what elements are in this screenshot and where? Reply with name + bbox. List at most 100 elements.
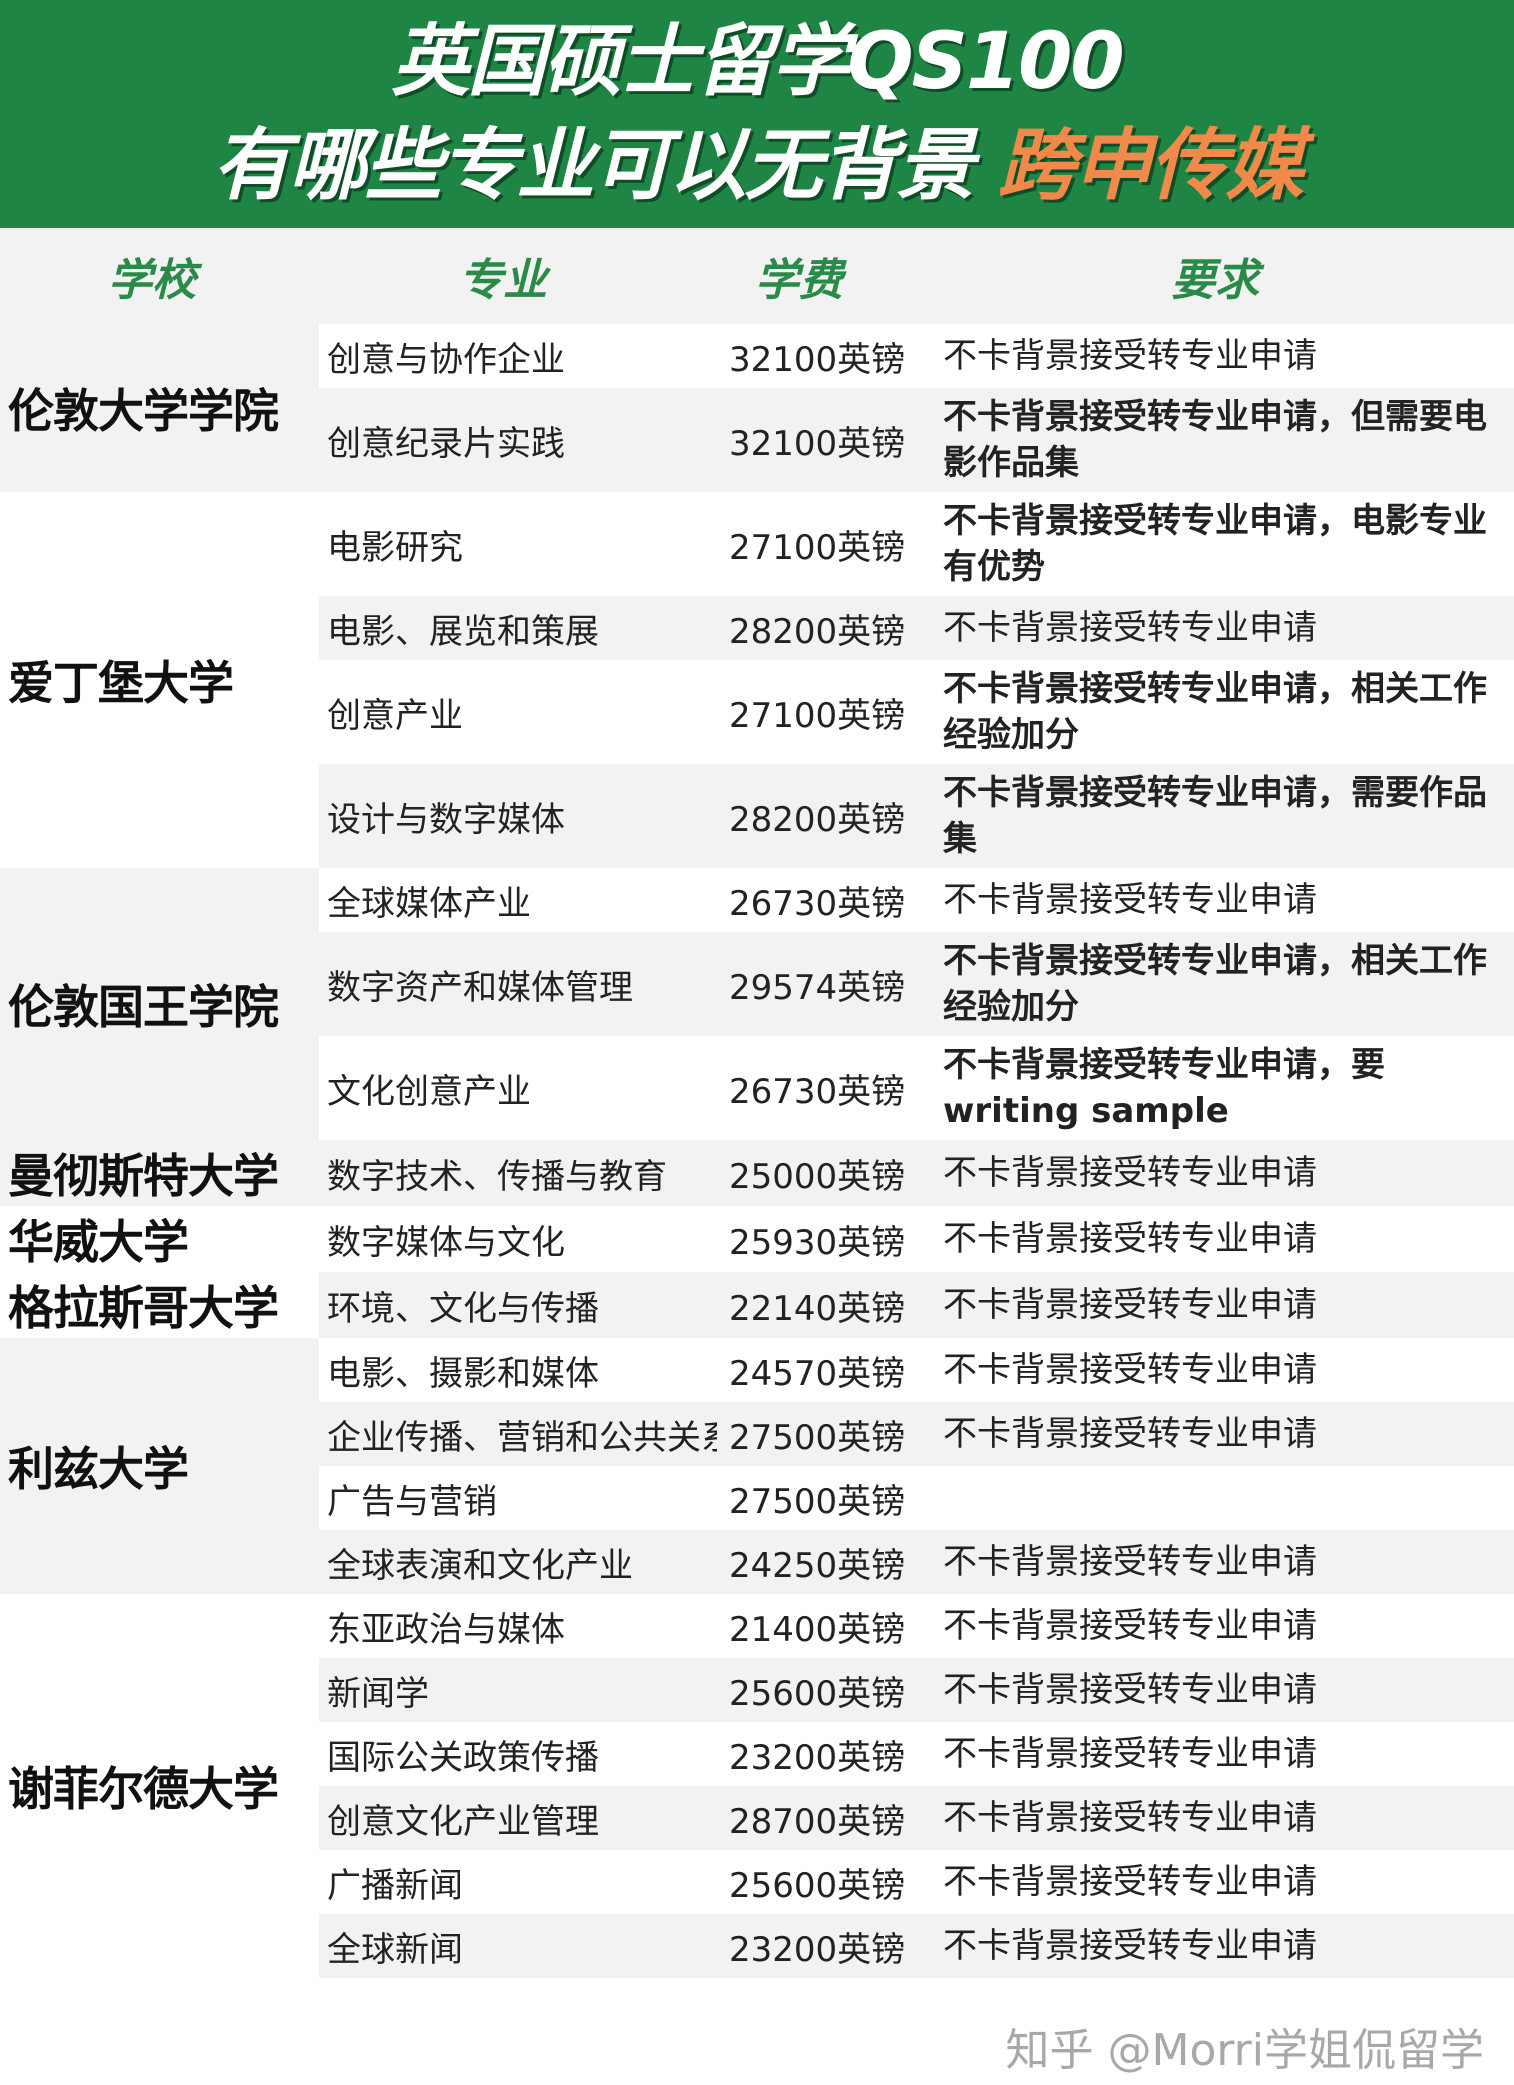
fee-cell: 27500英镑 [717,1402,931,1466]
table-row: 数字资产和媒体管理 29574英镑 不卡背景接受转专业申请，相关工作经验加分 [0,932,1514,1036]
fee-cell: 26730英镑 [717,1036,931,1140]
header-school: 学校 [0,228,319,324]
requirement-cell: 不卡背景接受转专业申请 [931,1530,1514,1594]
requirement-cell: 不卡背景接受转专业申请 [931,596,1514,660]
requirement-cell: 不卡背景接受转专业申请 [931,1140,1514,1206]
school-name: 谢菲尔德大学 [0,1594,319,1978]
major-cell: 广播新闻 [319,1850,717,1914]
fee-cell: 27100英镑 [717,660,931,764]
requirement-cell: 不卡背景接受转专业申请 [931,1914,1514,1978]
table-row: 广告与营销 27500英镑 [0,1466,1514,1530]
major-cell: 新闻学 [319,1658,717,1722]
fee-cell: 24250英镑 [717,1530,931,1594]
requirement-cell: 不卡背景接受转专业申请 [931,1786,1514,1850]
major-cell: 数字媒体与文化 [319,1206,717,1272]
fee-cell: 28700英镑 [717,1786,931,1850]
fee-cell: 27500英镑 [717,1466,931,1530]
table-row: 爱丁堡大学 电影研究 27100英镑 不卡背景接受转专业申请，电影专业有优势 [0,492,1514,868]
table-row: 利兹大学 电影、摄影和媒体 24570英镑 不卡背景接受转专业申请 [0,1338,1514,1594]
major-cell: 文化创意产业 [319,1036,717,1140]
major-cell: 东亚政治与媒体 [319,1594,717,1658]
fee-cell: 25600英镑 [717,1850,931,1914]
major-cell: 电影研究 [319,492,717,596]
school-name: 曼彻斯特大学 [0,1140,319,1206]
requirement-cell: 不卡背景接受转专业申请，需要作品集 [931,764,1514,868]
table-row: 华威大学 数字媒体与文化 25930英镑 不卡背景接受转专业申请 [0,1206,1514,1272]
school-name: 华威大学 [0,1206,319,1272]
table-row: 企业传播、营销和公共关系 27500英镑 不卡背景接受转专业申请 [0,1402,1514,1466]
requirement-cell: 不卡背景接受转专业申请，但需要电影作品集 [931,388,1514,492]
watermark: 知乎 @Morri学姐侃留学 [0,2017,1514,2085]
major-cell: 设计与数字媒体 [319,764,717,868]
school-name: 伦敦大学学院 [0,324,319,492]
major-cell: 全球新闻 [319,1914,717,1978]
requirement-cell: 不卡背景接受转专业申请 [931,1338,1514,1402]
programs-table: 学校 专业 学费 要求 伦敦大学学院 创意与协作企业 32100英镑 不卡背景接受转专… [0,228,1514,1978]
fee-cell: 25930英镑 [717,1206,931,1272]
header-fee: 学费 [717,228,931,324]
school-name: 爱丁堡大学 [0,492,319,868]
table-row: 伦敦大学学院 创意与协作企业 32100英镑 不卡背景接受转专业申请 [0,324,1514,492]
fee-cell: 22140英镑 [717,1272,931,1338]
table-row: 设计与数字媒体 28200英镑 不卡背景接受转专业申请，需要作品集 [0,764,1514,868]
requirement-cell: 不卡背景接受转专业申请，电影专业有优势 [931,492,1514,596]
requirement-cell: 不卡背景接受转专业申请，相关工作经验加分 [931,660,1514,764]
requirement-cell: 不卡背景接受转专业申请，要 writing sample [931,1036,1514,1140]
fee-cell: 28200英镑 [717,764,931,868]
table-row: 创意纪录片实践 32100英镑 不卡背景接受转专业申请，但需要电影作品集 [0,388,1514,492]
school-name: 伦敦国王学院 [0,868,319,1140]
major-cell: 电影、展览和策展 [319,596,717,660]
requirement-cell: 不卡背景接受转专业申请，相关工作经验加分 [931,932,1514,1036]
fee-cell: 28200英镑 [717,596,931,660]
title-line-2: 有哪些专业可以无背景 跨申传媒 [212,114,1304,218]
major-cell: 全球媒体产业 [319,868,717,932]
major-cell: 数字技术、传播与教育 [319,1140,717,1206]
requirement-cell [931,1466,1514,1530]
requirement-cell: 不卡背景接受转专业申请 [931,324,1514,388]
fee-cell: 23200英镑 [717,1722,931,1786]
requirement-cell: 不卡背景接受转专业申请 [931,1658,1514,1722]
major-cell: 创意纪录片实践 [319,388,717,492]
table-row: 全球表演和文化产业 24250英镑 不卡背景接受转专业申请 [0,1530,1514,1594]
requirement-cell: 不卡背景接受转专业申请 [931,1272,1514,1338]
requirement-cell: 不卡背景接受转专业申请 [931,1594,1514,1658]
title-highlight: 跨申传媒 [997,121,1304,211]
table-header-row: 学校 专业 学费 要求 [0,228,1514,324]
title-banner: 英国硕士留学QS100 有哪些专业可以无背景 跨申传媒 [0,0,1514,228]
major-cell: 创意与协作企业 [319,324,717,388]
table-row: 国际公关政策传播 23200英镑 不卡背景接受转专业申请 [0,1722,1514,1786]
table-row: 谢菲尔德大学 东亚政治与媒体 21400英镑 不卡背景接受转专业申请 [0,1594,1514,1978]
fee-cell: 29574英镑 [717,932,931,1036]
fee-cell: 25600英镑 [717,1658,931,1722]
school-name: 格拉斯哥大学 [0,1272,319,1338]
fee-cell: 32100英镑 [717,324,931,388]
table-row: 格拉斯哥大学 环境、文化与传播 22140英镑 不卡背景接受转专业申请 [0,1272,1514,1338]
major-cell: 企业传播、营销和公共关系 [319,1402,717,1466]
table-row: 全球新闻 23200英镑 不卡背景接受转专业申请 [0,1914,1514,1978]
major-cell: 创意文化产业管理 [319,1786,717,1850]
fee-cell: 26730英镑 [717,868,931,932]
fee-cell: 32100英镑 [717,388,931,492]
requirement-cell: 不卡背景接受转专业申请 [931,1722,1514,1786]
fee-cell: 23200英镑 [717,1914,931,1978]
major-cell: 广告与营销 [319,1466,717,1530]
requirement-cell: 不卡背景接受转专业申请 [931,868,1514,932]
fee-cell: 21400英镑 [717,1594,931,1658]
fee-cell: 27100英镑 [717,492,931,596]
major-cell: 电影、摄影和媒体 [319,1338,717,1402]
school-name: 利兹大学 [0,1338,319,1594]
table-row: 曼彻斯特大学 数字技术、传播与教育 25000英镑 不卡背景接受转专业申请 [0,1140,1514,1206]
header-major: 专业 [319,228,717,324]
major-cell: 创意产业 [319,660,717,764]
major-cell: 全球表演和文化产业 [319,1530,717,1594]
title-line-1: 英国硕士留学QS100 [391,17,1124,107]
table-row: 创意文化产业管理 28700英镑 不卡背景接受转专业申请 [0,1786,1514,1850]
fee-cell: 25000英镑 [717,1140,931,1206]
table-row: 广播新闻 25600英镑 不卡背景接受转专业申请 [0,1850,1514,1914]
table-row: 创意产业 27100英镑 不卡背景接受转专业申请，相关工作经验加分 [0,660,1514,764]
requirement-cell: 不卡背景接受转专业申请 [931,1206,1514,1272]
requirement-cell: 不卡背景接受转专业申请 [931,1850,1514,1914]
table-row: 伦敦国王学院 全球媒体产业 26730英镑 不卡背景接受转专业申请 [0,868,1514,1140]
major-cell: 数字资产和媒体管理 [319,932,717,1036]
major-cell: 国际公关政策传播 [319,1722,717,1786]
